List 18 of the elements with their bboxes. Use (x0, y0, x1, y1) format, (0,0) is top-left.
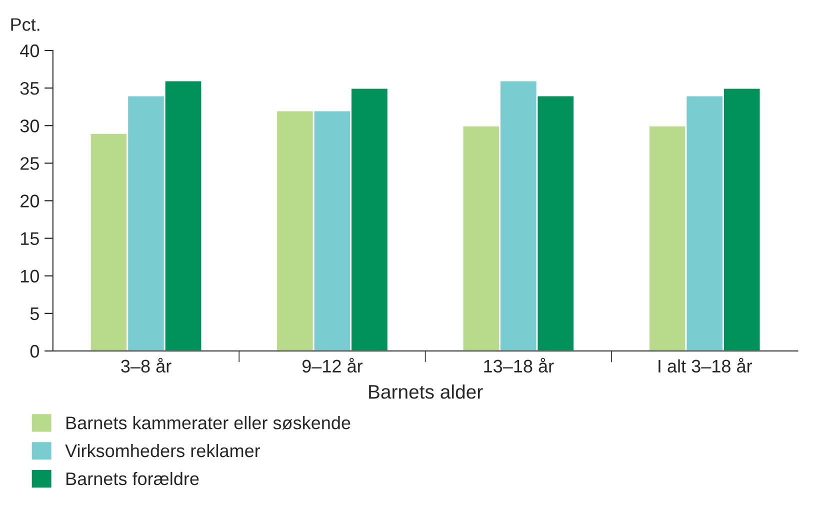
x-tick-label: 13–18 år (484, 358, 554, 373)
y-tick-label: 20 (20, 194, 40, 208)
y-tick-label: 0 (30, 344, 40, 358)
y-tick-label: 25 (20, 157, 39, 170)
legend-label: Virksomheders reklamer (65, 444, 260, 458)
x-tick-label: 9–12 år (302, 358, 363, 373)
y-tick-label: 15 (21, 232, 39, 246)
y-tick-label: 35 (20, 82, 39, 95)
y-tick-label: 10 (21, 270, 40, 283)
y-axis-title: Pct. (11, 18, 40, 31)
y-tick-label: 40 (20, 44, 40, 58)
legend-label: Barnets forældre (66, 472, 199, 486)
x-tick-label: I alt 3–18 år (658, 358, 752, 373)
y-tick-label: 5 (30, 308, 39, 320)
y-tick-label: 30 (20, 120, 40, 132)
x-tick-label: 3–8 år (121, 358, 172, 373)
x-axis-title: Barnets alder (369, 384, 483, 399)
legend-label: Barnets kammerater eller søskende (66, 416, 350, 430)
